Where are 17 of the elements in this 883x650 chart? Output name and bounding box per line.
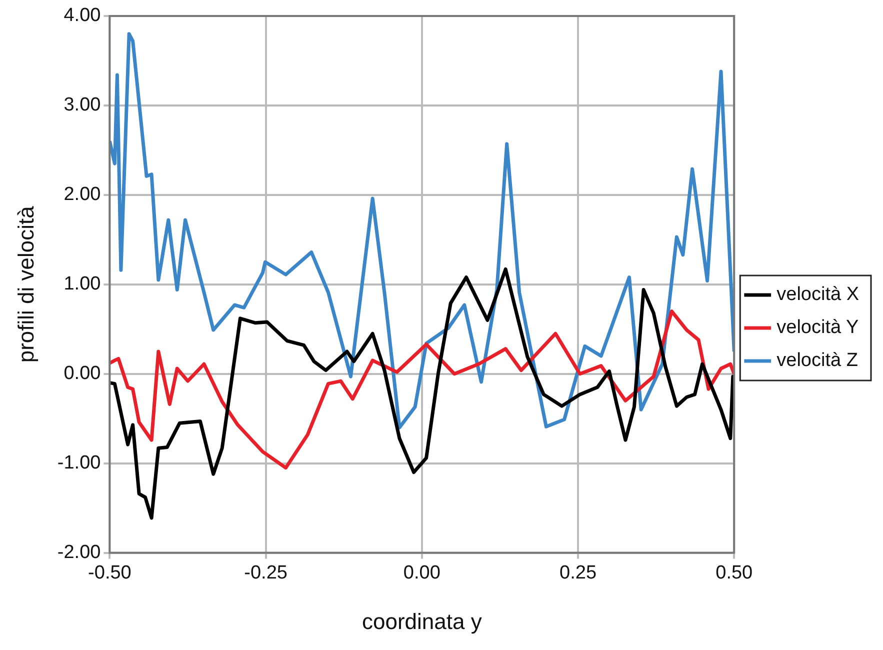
x-tick-label: 0.00 [403,562,440,584]
y-tick-label: 1.00 [64,274,101,295]
y-tick-label: 4.00 [64,5,101,26]
x-tick-label: 0.50 [716,562,753,584]
x-tick-label: 0.25 [560,562,597,584]
x-axis-title: coordinata y [362,608,482,634]
y-tick-label: 2.00 [64,184,101,206]
y-tick-label: 3.00 [64,94,101,116]
legend-label: velocità Z [776,350,858,372]
x-tick-label: -0.25 [244,562,288,584]
y-tick-label: -1.00 [57,452,101,474]
x-tick-label: -0.50 [88,562,132,584]
y-tick-label: -2.00 [57,542,101,564]
legend-label: velocità X [776,284,860,306]
y-axis-title: profili di velocità [13,205,38,363]
y-tick-label: 0.00 [64,363,101,384]
legend-label: velocità Y [776,317,859,338]
